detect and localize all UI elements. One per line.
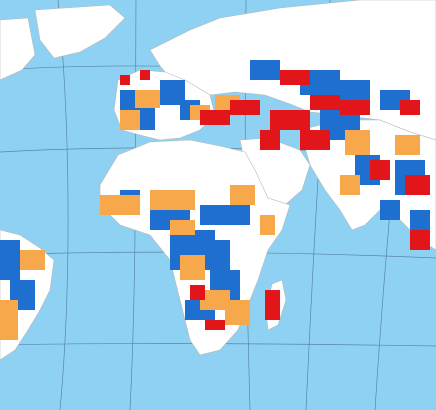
class-orange-patch xyxy=(0,300,18,340)
class-red-patch xyxy=(205,320,225,330)
class-red-patch xyxy=(280,70,310,85)
class-orange-patch xyxy=(345,130,370,155)
class-orange-patch xyxy=(120,110,140,130)
class-red-regions xyxy=(120,70,430,330)
class-red-patch xyxy=(300,130,330,150)
class-orange-patch xyxy=(395,135,420,155)
class-red-patch xyxy=(370,160,390,180)
class-blue-patch xyxy=(230,205,250,225)
class-red-patch xyxy=(140,70,150,80)
north-america-edge xyxy=(0,17,36,81)
class-red-patch xyxy=(310,95,340,110)
class-orange-patch xyxy=(150,190,195,210)
class-blue-patch xyxy=(200,205,230,225)
class-orange-patch xyxy=(260,215,275,235)
class-blue-patch xyxy=(380,200,400,220)
class-red-patch xyxy=(410,230,430,250)
class-orange-patch xyxy=(340,175,360,195)
class-red-patch xyxy=(340,100,370,115)
class-orange-patch xyxy=(225,300,250,325)
class-orange-patch xyxy=(200,290,230,310)
class-orange-patch xyxy=(100,195,140,215)
class-red-patch xyxy=(265,290,280,320)
class-red-patch xyxy=(270,110,310,130)
class-red-patch xyxy=(230,100,260,115)
class-orange-patch xyxy=(135,90,160,108)
class-blue-patch xyxy=(0,240,20,280)
class-orange-patch xyxy=(170,220,195,235)
class-red-patch xyxy=(190,285,205,300)
class-red-patch xyxy=(405,175,430,195)
class-orange-patch xyxy=(180,255,205,280)
class-orange-patch xyxy=(230,185,255,205)
class-orange-regions xyxy=(0,90,420,340)
class-red-patch xyxy=(260,130,280,150)
class-orange-patch xyxy=(20,250,45,270)
greenland xyxy=(34,4,126,59)
class-blue-patch xyxy=(250,60,280,80)
class-red-patch xyxy=(400,100,420,115)
class-red-patch xyxy=(200,110,230,125)
class-red-patch xyxy=(120,75,130,85)
